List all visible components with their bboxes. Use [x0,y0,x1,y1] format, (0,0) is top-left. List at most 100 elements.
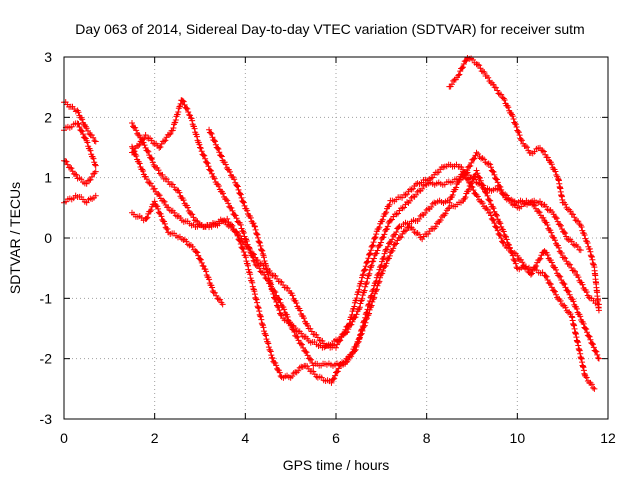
data-point [593,348,600,355]
data-point [557,273,564,280]
data-point [157,143,164,150]
data-point [295,367,302,374]
data-point [544,276,551,283]
data-point [374,247,381,254]
data-point [566,291,573,298]
data-point [294,334,301,341]
data-point [92,192,99,199]
data-point [562,230,569,237]
data-point [392,231,399,238]
data-point [214,295,221,302]
data-point [273,362,280,369]
data-point [276,369,283,376]
data-point [281,306,288,313]
data-point [301,315,308,322]
data-point [474,170,481,177]
data-point [155,167,162,174]
data-point [363,316,370,323]
data-point [265,271,272,278]
data-point [369,242,376,249]
data-point [205,163,212,170]
data-point [220,190,227,197]
data-point [148,154,155,161]
data-point [587,336,594,343]
data-point [355,338,362,345]
data-point [371,234,378,241]
data-point [254,299,261,306]
data-point [156,192,163,199]
data-point [240,198,247,205]
data-point [225,200,232,207]
data-point [591,385,598,392]
data-point [277,311,284,318]
data-point [562,284,569,291]
data-point [558,276,565,283]
data-point [175,108,182,115]
data-point [496,219,503,226]
data-point [560,254,567,261]
data-point [512,258,519,265]
data-point [445,205,452,212]
data-point [209,284,216,291]
data-point [365,272,372,279]
data-point [132,124,139,131]
data-point [136,141,143,148]
data-point [304,322,311,329]
data-point [477,65,484,72]
data-point [515,129,522,136]
data-point [232,212,239,219]
data-point [204,160,211,167]
data-point [510,116,517,123]
data-point [92,162,99,169]
data-point [195,252,202,259]
data-point [368,262,375,269]
data-point [302,348,309,355]
data-point [217,152,224,159]
data-point [470,187,477,194]
data-point [304,352,311,359]
data-point [548,229,555,236]
data-point [213,292,220,299]
data-point [250,257,257,264]
data-point [453,184,460,191]
data-point [359,295,366,302]
data-point [197,255,203,262]
data-point [358,278,365,285]
data-point [580,320,587,327]
data-point [417,212,424,219]
data-point [293,299,300,306]
data-point [273,299,280,306]
data-point [212,138,219,145]
data-point [567,208,574,215]
data-point [264,339,271,346]
data-point [588,253,595,260]
data-point [570,211,577,218]
data-point [354,339,361,346]
data-point [234,183,241,190]
data-point [219,301,226,308]
data-point [62,158,69,165]
data-point [265,344,272,351]
data-point [364,258,371,265]
data-point [357,331,364,338]
data-point [129,145,136,152]
data-point [356,304,363,311]
data-point [314,334,321,341]
data-point [353,311,360,318]
data-point [594,351,601,358]
data-point [247,214,254,221]
data-point [370,255,377,262]
data-point [524,144,531,151]
data-point [341,329,348,336]
data-point [399,194,406,201]
data-point [467,162,474,169]
data-point [478,181,485,188]
data-point [268,352,275,359]
data-point [270,291,277,298]
data-point [552,237,559,244]
data-point [269,355,276,362]
data-point [401,228,408,235]
data-point [208,130,215,137]
data-point [237,221,244,228]
